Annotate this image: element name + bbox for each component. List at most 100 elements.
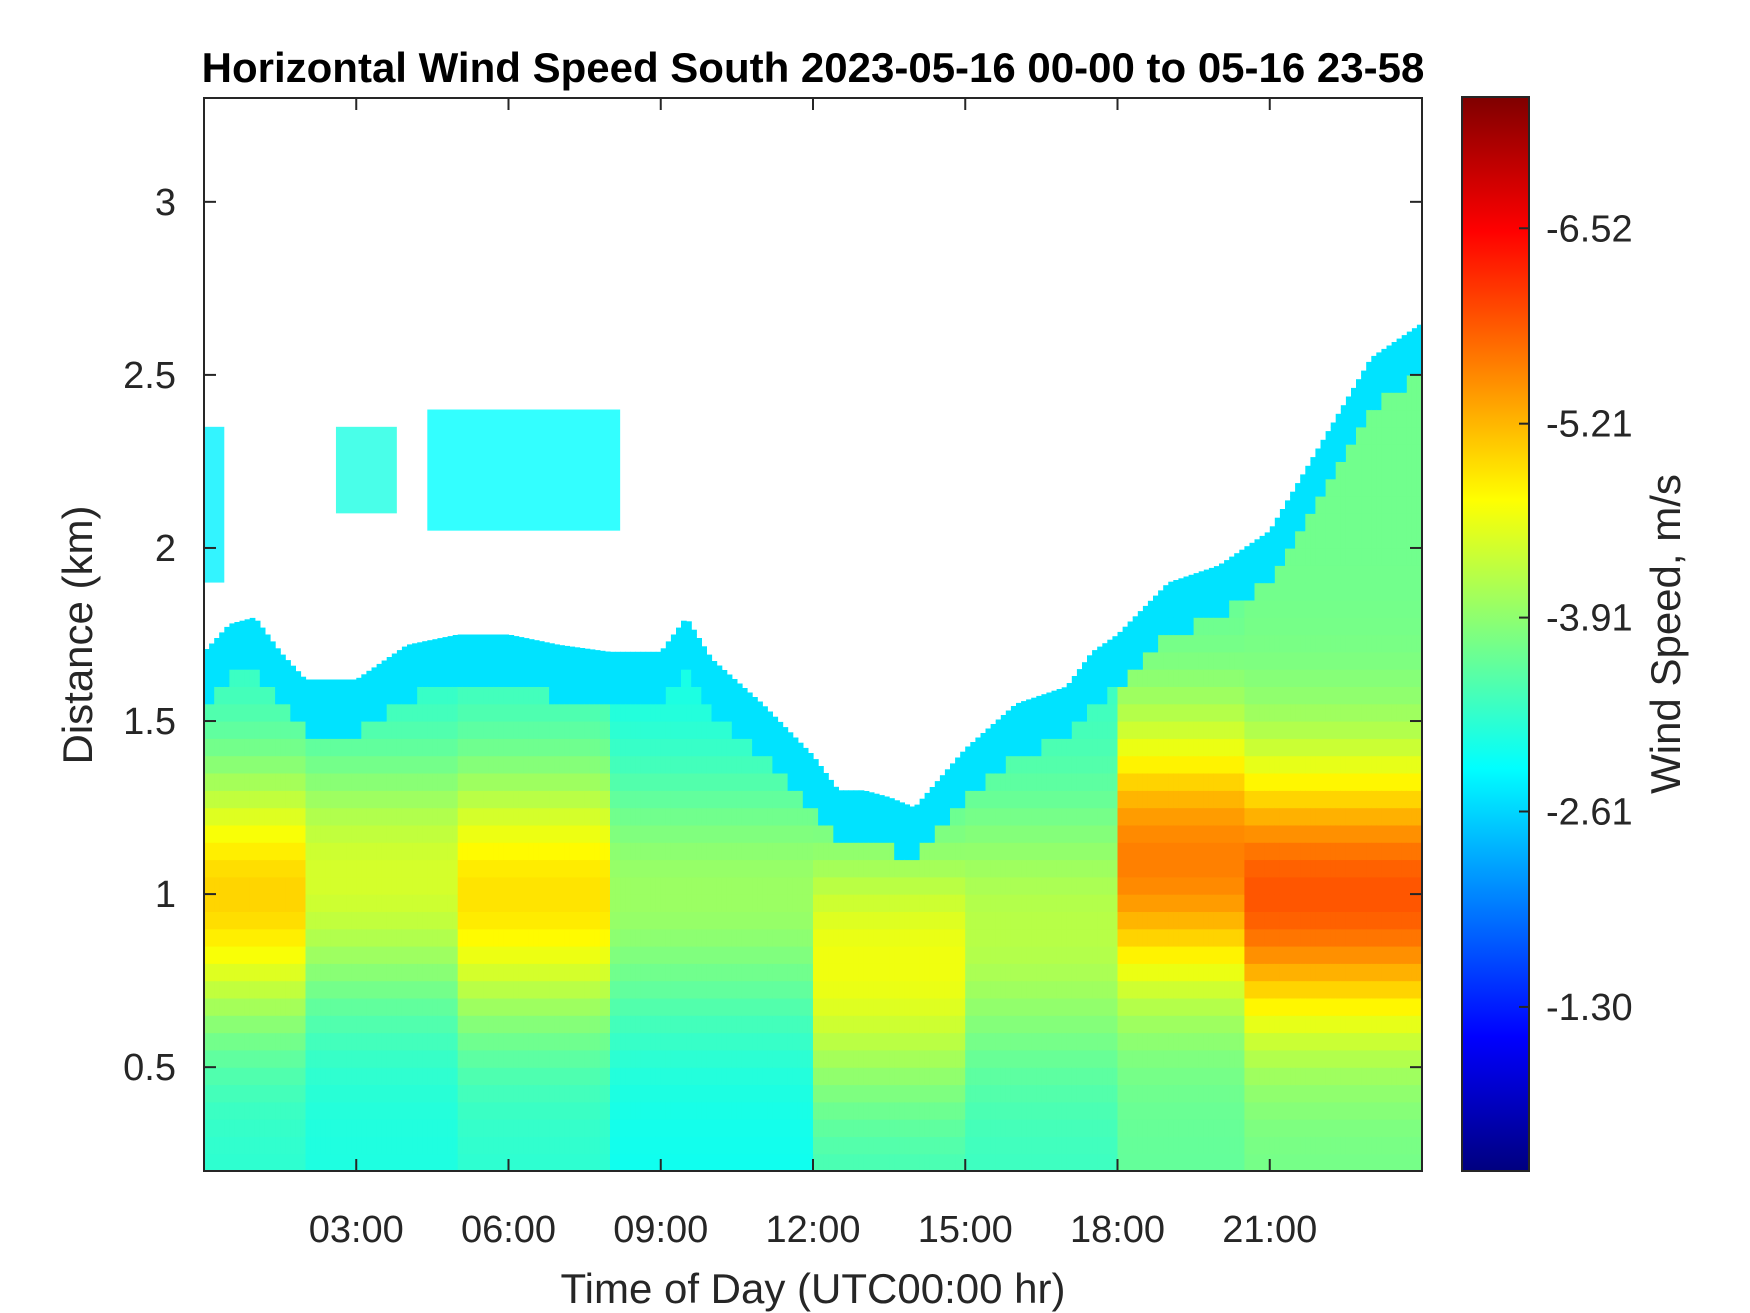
heatmap-cell [787,997,794,1016]
heatmap-cell [711,686,718,705]
heatmap-cell [518,894,525,912]
heatmap-cell [533,842,540,861]
heatmap-cell [564,1015,570,1034]
heatmap-cell [427,790,433,809]
heatmap-cell [792,738,799,757]
heatmap-cell [696,963,702,982]
heatmap-cell [574,946,581,964]
heatmap-cell [290,928,296,947]
heatmap-cell [589,946,596,964]
heatmap-cell [432,1084,439,1103]
heatmap-cell [934,1119,941,1137]
heatmap-cell [1036,963,1042,982]
heatmap-cell [757,790,763,809]
heatmap-cell [681,686,687,705]
heatmap-cell [792,1049,799,1068]
heatmap-cell [1056,773,1063,791]
heatmap-cell [985,859,992,878]
heatmap-cell [361,686,367,705]
heatmap-cell [427,773,433,791]
heatmap-cell [939,859,946,878]
heatmap-cell [239,686,246,705]
heatmap-cell [401,997,408,1016]
heatmap-cell [716,1119,723,1137]
heatmap-cell [432,790,439,809]
heatmap-cell [579,1049,586,1068]
heatmap-cell [889,946,895,964]
heatmap-cell [914,807,921,826]
heatmap-cell [818,980,824,999]
heatmap-cell [417,686,423,705]
heatmap-cell [594,876,601,895]
heatmap-cell [523,651,530,670]
heatmap-cell [833,1049,839,1068]
heatmap-cell [599,721,606,739]
heatmap-cell [645,824,652,843]
heatmap-cell [478,1084,484,1103]
heatmap-cell [300,1032,307,1051]
heatmap-cell [249,1032,256,1051]
heatmap-cell [655,1119,662,1137]
heatmap-cell [366,1084,373,1103]
heatmap-cell [691,997,697,1016]
heatmap-cell [731,980,738,999]
heatmap-cell [782,859,789,878]
heatmap-cell [660,911,667,930]
heatmap-cell [721,1032,728,1051]
heatmap-cell [650,1067,657,1086]
heatmap-cell [376,1049,383,1068]
heatmap-cell [229,623,236,636]
heatmap-cell [1021,1136,1027,1155]
heatmap-cell [1071,1084,1078,1103]
heatmap-cell [1046,928,1053,947]
heatmap-cell [879,859,885,878]
heatmap-cell [361,807,367,826]
heatmap-cell [615,824,621,843]
heatmap-cell [214,1015,220,1034]
heatmap-cell [1010,963,1017,982]
heatmap-cell [330,703,337,722]
heatmap-cell [711,980,718,999]
heatmap-cell [640,1136,647,1155]
heatmap-cell [579,790,586,809]
heatmap-cell [549,773,555,791]
heatmap-cell [518,1153,525,1171]
heatmap-cell [1056,721,1063,739]
heatmap-cell [706,1136,713,1155]
heatmap-cell [747,963,753,982]
heatmap-cell [320,963,327,982]
heatmap-cell [696,669,702,687]
heatmap-cell [711,1067,718,1086]
heatmap-cell [599,1136,606,1155]
heatmap-cell [1000,980,1007,999]
heatmap-cell [792,790,799,809]
heatmap-cell [508,635,515,653]
heatmap-cell [787,755,794,774]
heatmap-cell [706,1084,713,1103]
heatmap-cell [427,1015,433,1034]
heatmap-cell [909,894,916,912]
heatmap-cell [620,669,626,687]
heatmap-cell [564,773,570,791]
heatmap-cell [381,911,388,930]
heatmap-cell [508,1067,515,1086]
heatmap-cell [944,790,951,809]
heatmap-cell [894,824,900,843]
heatmap-cell [691,651,697,670]
heatmap-cell [894,911,900,930]
heatmap-cell [554,1101,560,1120]
heatmap-cell [330,842,337,861]
heatmap-cell [204,963,210,982]
heatmap-cell [823,773,829,774]
heatmap-cell [604,911,611,930]
heatmap-cell [432,639,439,653]
heatmap-cell [914,980,921,999]
heatmap-cell [1066,807,1073,826]
heatmap-cell [1071,1153,1078,1171]
heatmap-cell [813,759,819,774]
heatmap-cell [1000,1049,1007,1068]
heatmap-cell [828,1101,834,1120]
heatmap-cell [244,703,251,722]
heatmap-cell [361,1015,367,1034]
heatmap-cell [782,911,789,930]
